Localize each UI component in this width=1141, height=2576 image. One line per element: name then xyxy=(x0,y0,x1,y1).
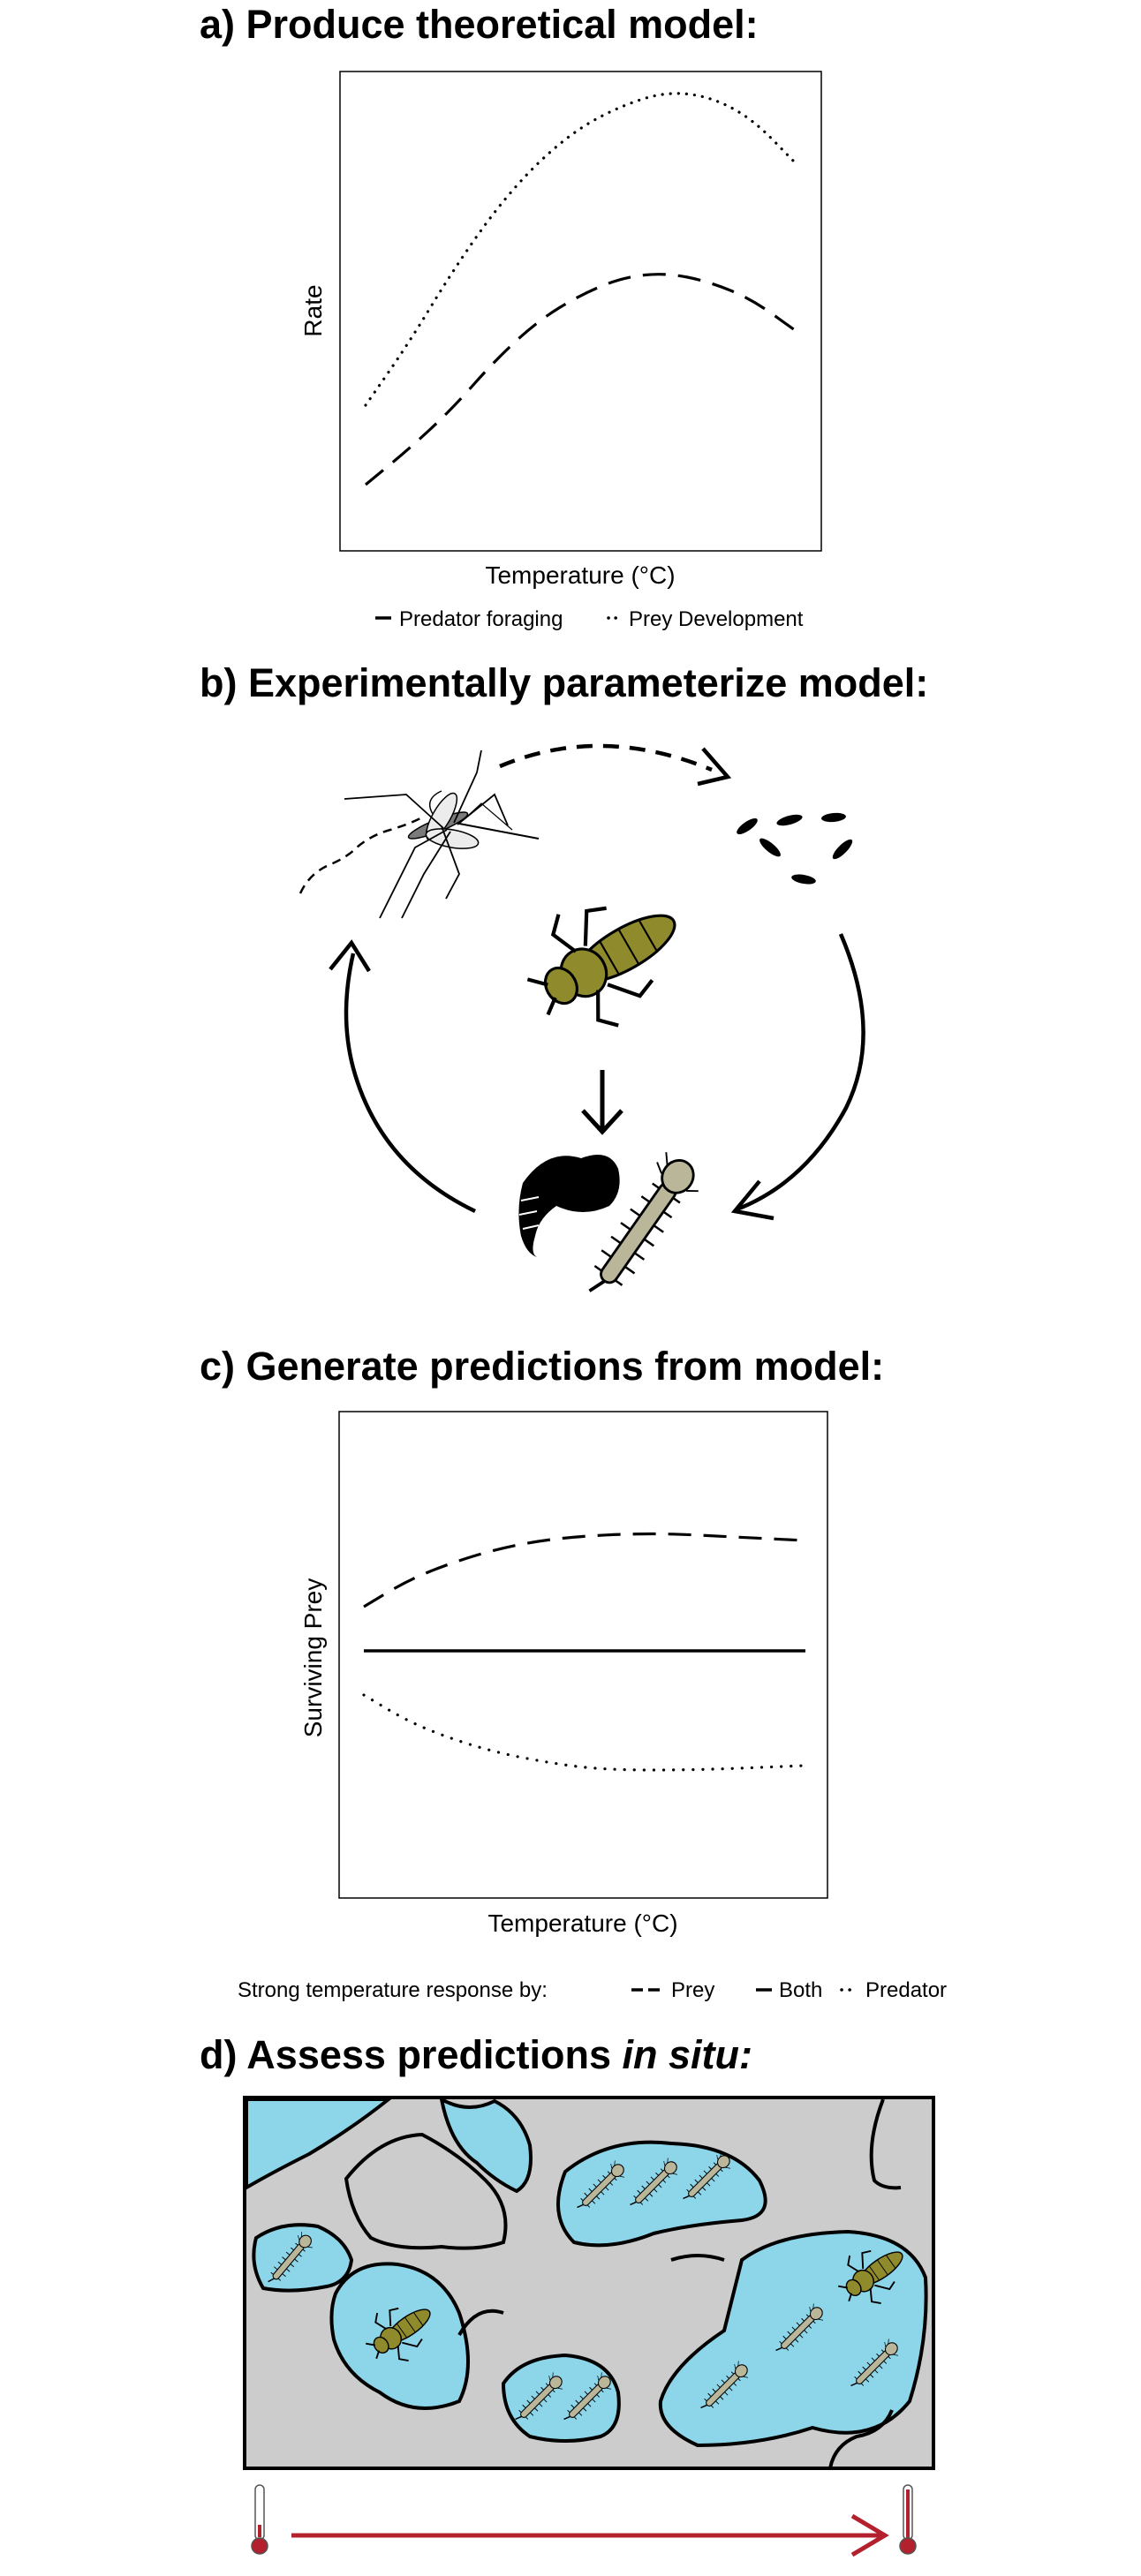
mosquito-adult-illustration xyxy=(298,749,540,919)
panel-d-field-scene xyxy=(243,2096,935,2557)
panel-d-heading-text: d) Assess predictions xyxy=(200,2032,623,2077)
predator-foraging-line xyxy=(364,273,796,486)
arrowhead-to-adult xyxy=(329,939,371,973)
legend-predator: Predator xyxy=(865,1978,947,2002)
panel-b-heading: b) Experimentally parameterize model: xyxy=(200,660,929,705)
ground-crack-mid xyxy=(457,2309,504,2336)
panel-d-heading-italic: in situ: xyxy=(622,2032,752,2077)
panel-a-heading: a) Produce theoretical model: xyxy=(200,2,759,47)
legend-predator-foraging: Predator foraging xyxy=(399,607,563,631)
dashed-arrowhead xyxy=(697,747,732,787)
panel-a-ylabel: Rate xyxy=(299,284,327,336)
panel-c-chart: Surviving Prey Temperature (°C) Strong t… xyxy=(238,1411,947,2002)
panel-c-xlabel: Temperature (°C) xyxy=(487,1909,677,1937)
prey-response-line xyxy=(363,1532,806,1608)
mosquito-pupa-illustration xyxy=(518,1155,620,1257)
hot-thermometer-icon xyxy=(899,2484,917,2555)
dragonfly-nymph-illustration xyxy=(507,866,705,1053)
dashed-arrow-adult-to-eggs xyxy=(499,743,713,772)
panel-c-legend: Strong temperature response by: Prey Bot… xyxy=(238,1978,947,2002)
arrow-larva-to-adult xyxy=(344,953,476,1214)
legend-prey: Prey xyxy=(671,1978,714,2002)
panel-a-plot-frame xyxy=(339,71,822,552)
ground-crack-bottom xyxy=(828,2409,894,2469)
mosquito-eggs-illustration xyxy=(737,812,853,885)
arrowhead-to-larva xyxy=(730,1179,775,1221)
legend-both: Both xyxy=(779,1978,822,2002)
predator-response-line xyxy=(362,1693,807,1772)
panel-c-ylabel: Surviving Prey xyxy=(299,1578,327,1738)
ground-crack-center xyxy=(670,2254,725,2262)
legend-title: Strong temperature response by: xyxy=(238,1978,548,2002)
arrow-eggs-to-larva xyxy=(736,933,865,1212)
legend-prey-development: Prey Development xyxy=(629,607,804,631)
gradient-arrowhead xyxy=(850,2513,889,2557)
pool-top xyxy=(439,2096,533,2194)
panel-c-heading: c) Generate predictions from model: xyxy=(200,1344,885,1389)
temperature-gradient xyxy=(251,2484,917,2557)
dry-pool-outline xyxy=(344,2132,508,2250)
panel-a-chart: Rate Temperature (°C) Predator foraging … xyxy=(299,71,822,631)
ground-crack-top xyxy=(869,2098,902,2190)
pool-bottom-center xyxy=(501,2353,621,2443)
panel-a-xlabel: Temperature (°C) xyxy=(485,561,675,589)
panel-d-heading: d) Assess predictions in situ: xyxy=(200,2032,752,2078)
predation-arrowhead xyxy=(581,1109,623,1135)
pool-corner xyxy=(245,2098,394,2191)
panel-b-life-cycle xyxy=(298,743,865,1311)
cold-thermometer-icon xyxy=(251,2484,268,2555)
panel-c-plot-frame xyxy=(338,1411,828,1899)
panel-a-legend: Predator foraging Prey Development xyxy=(375,607,804,631)
